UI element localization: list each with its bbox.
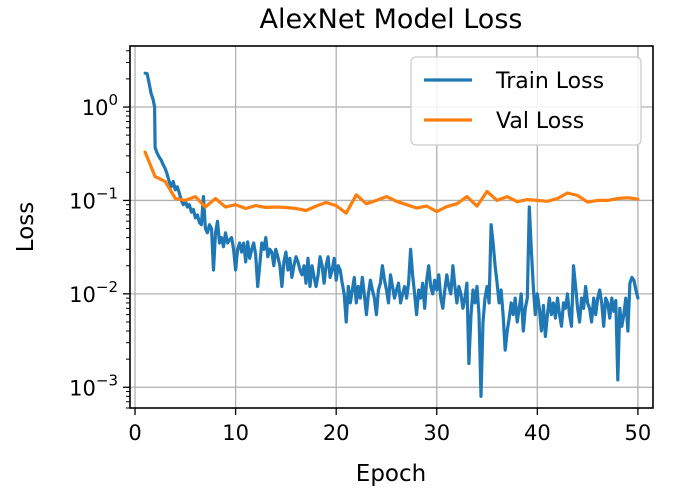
y-tick-exponent: −2 [96, 278, 118, 296]
y-axis-label: Loss [13, 202, 39, 252]
x-tick-label: 0 [128, 421, 141, 445]
x-tick-label: 20 [323, 421, 350, 445]
y-tick-base: 10 [69, 189, 96, 213]
series-line-val-loss [143, 150, 640, 215]
y-tick-exponent: 0 [108, 91, 118, 109]
y-tick-label: 10−2 [69, 278, 118, 307]
y-tick-exponent: −1 [96, 184, 118, 202]
y-tick-exponent: −3 [96, 371, 118, 389]
series-line-train-loss [143, 71, 640, 398]
plot-frame [129, 45, 654, 409]
y-tick-label: 10−3 [69, 371, 118, 400]
y-tick-base: 10 [69, 283, 96, 307]
series-group [143, 71, 640, 398]
y-tick-base: 10 [69, 376, 96, 400]
x-tick-label: 10 [222, 421, 249, 445]
x-tick-label: 30 [423, 421, 450, 445]
y-tick-label: 10−1 [69, 184, 118, 213]
x-tick-label: 40 [524, 421, 551, 445]
legend: Train Loss Val Loss [410, 56, 642, 146]
legend-label-train-loss: Train Loss [495, 69, 604, 94]
y-tick-label: 100 [82, 91, 118, 120]
y-minor-ticks [126, 50, 130, 409]
x-axis-ticks: 0 10 20 30 40 50 [128, 408, 651, 445]
x-tick-label: 50 [625, 421, 652, 445]
chart-title: AlexNet Model Loss [260, 4, 523, 35]
legend-label-val-loss: Val Loss [496, 109, 584, 134]
y-tick-base: 10 [82, 96, 109, 120]
x-axis-label: Epoch [356, 461, 426, 487]
